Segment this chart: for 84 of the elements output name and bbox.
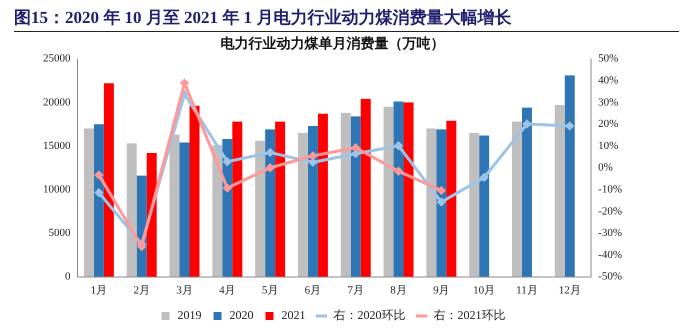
point (223, 184, 232, 192)
bar (308, 126, 318, 277)
point (94, 188, 103, 197)
point (437, 186, 446, 194)
bar (255, 140, 266, 277)
bar (190, 106, 200, 277)
bar (426, 128, 436, 277)
x-tick-label: 5月 (262, 284, 278, 296)
chart-title: 图15：2020 年 10 月至 2021 年 1 月电力行业动力煤消费量大幅增长 (14, 0, 679, 32)
bar (265, 129, 276, 277)
x-tick-label: 11月 (516, 284, 538, 296)
y2-tick-label: -30% (598, 227, 622, 240)
bar (298, 132, 308, 277)
bar (232, 122, 242, 277)
x-tick-label: 2月 (133, 284, 150, 296)
y-tick-label: 15000 (43, 140, 71, 152)
bar (126, 143, 137, 277)
bar (469, 132, 480, 277)
bar (94, 124, 104, 277)
bar (170, 134, 180, 277)
y-tick-label: 5000 (48, 227, 71, 240)
point (223, 158, 232, 166)
legend-label: 右：2020环比 (334, 308, 406, 322)
x-tick-label: 6月 (304, 284, 322, 296)
chart-subtitle: 电力行业动力煤单月消费量（万吨） (220, 36, 444, 52)
bar (564, 75, 575, 277)
bar (436, 129, 446, 277)
bar (360, 98, 371, 277)
x-tick-label: 3月 (176, 284, 193, 296)
bar (84, 128, 94, 277)
y2-tick-label: 10% (598, 140, 618, 152)
point (308, 152, 317, 160)
x-tick-label: 1月 (90, 284, 108, 296)
bar (554, 105, 565, 277)
x-tick-label: 12月 (558, 284, 581, 296)
y2-tick-label: 20% (598, 118, 618, 130)
bar (180, 142, 190, 277)
bar (340, 112, 351, 277)
y-tick-label: 0 (65, 270, 71, 283)
bar (104, 83, 114, 277)
point (308, 158, 317, 166)
bar (522, 108, 532, 277)
x-tick-label: 4月 (219, 284, 236, 296)
legend-label: 2020 (230, 308, 254, 322)
point (394, 167, 403, 176)
point (138, 242, 146, 250)
bar (350, 116, 361, 277)
point (94, 170, 103, 179)
y2-tick-label: -40% (598, 248, 622, 261)
point (266, 164, 274, 172)
point (566, 122, 574, 130)
point (522, 120, 531, 128)
y2-tick-label: 50% (598, 52, 618, 65)
point (394, 142, 403, 150)
y2-tick-label: -50% (598, 270, 622, 283)
bar (394, 102, 404, 277)
bar (275, 122, 286, 277)
bar (384, 106, 394, 277)
bar (212, 145, 222, 277)
point (480, 173, 488, 182)
point (352, 150, 360, 158)
bar (512, 122, 522, 277)
y2-tick-label: 30% (598, 96, 618, 108)
x-tick-label: 8月 (390, 284, 407, 296)
y-tick-label: 10000 (43, 183, 71, 196)
legend-label: 2021 (282, 308, 306, 322)
point (437, 198, 446, 206)
x-tick-label: 9月 (433, 284, 450, 296)
legend-label: 2019 (178, 308, 202, 322)
y2-tick-label: -10% (598, 183, 622, 196)
bar (404, 102, 414, 277)
legend-label: 右：2021环比 (434, 308, 506, 322)
y-tick-label: 25000 (43, 52, 71, 65)
bar (446, 120, 456, 277)
x-tick-label: 10月 (473, 284, 496, 296)
y-tick-label: 20000 (43, 96, 71, 108)
y2-tick-label: -20% (598, 205, 622, 218)
x-tick-label: 7月 (347, 284, 364, 296)
bar (318, 114, 328, 277)
bar (479, 136, 490, 277)
point (266, 148, 274, 157)
y2-tick-label: 0% (598, 162, 613, 174)
point (352, 144, 360, 152)
y2-tick-label: 40% (598, 74, 618, 86)
